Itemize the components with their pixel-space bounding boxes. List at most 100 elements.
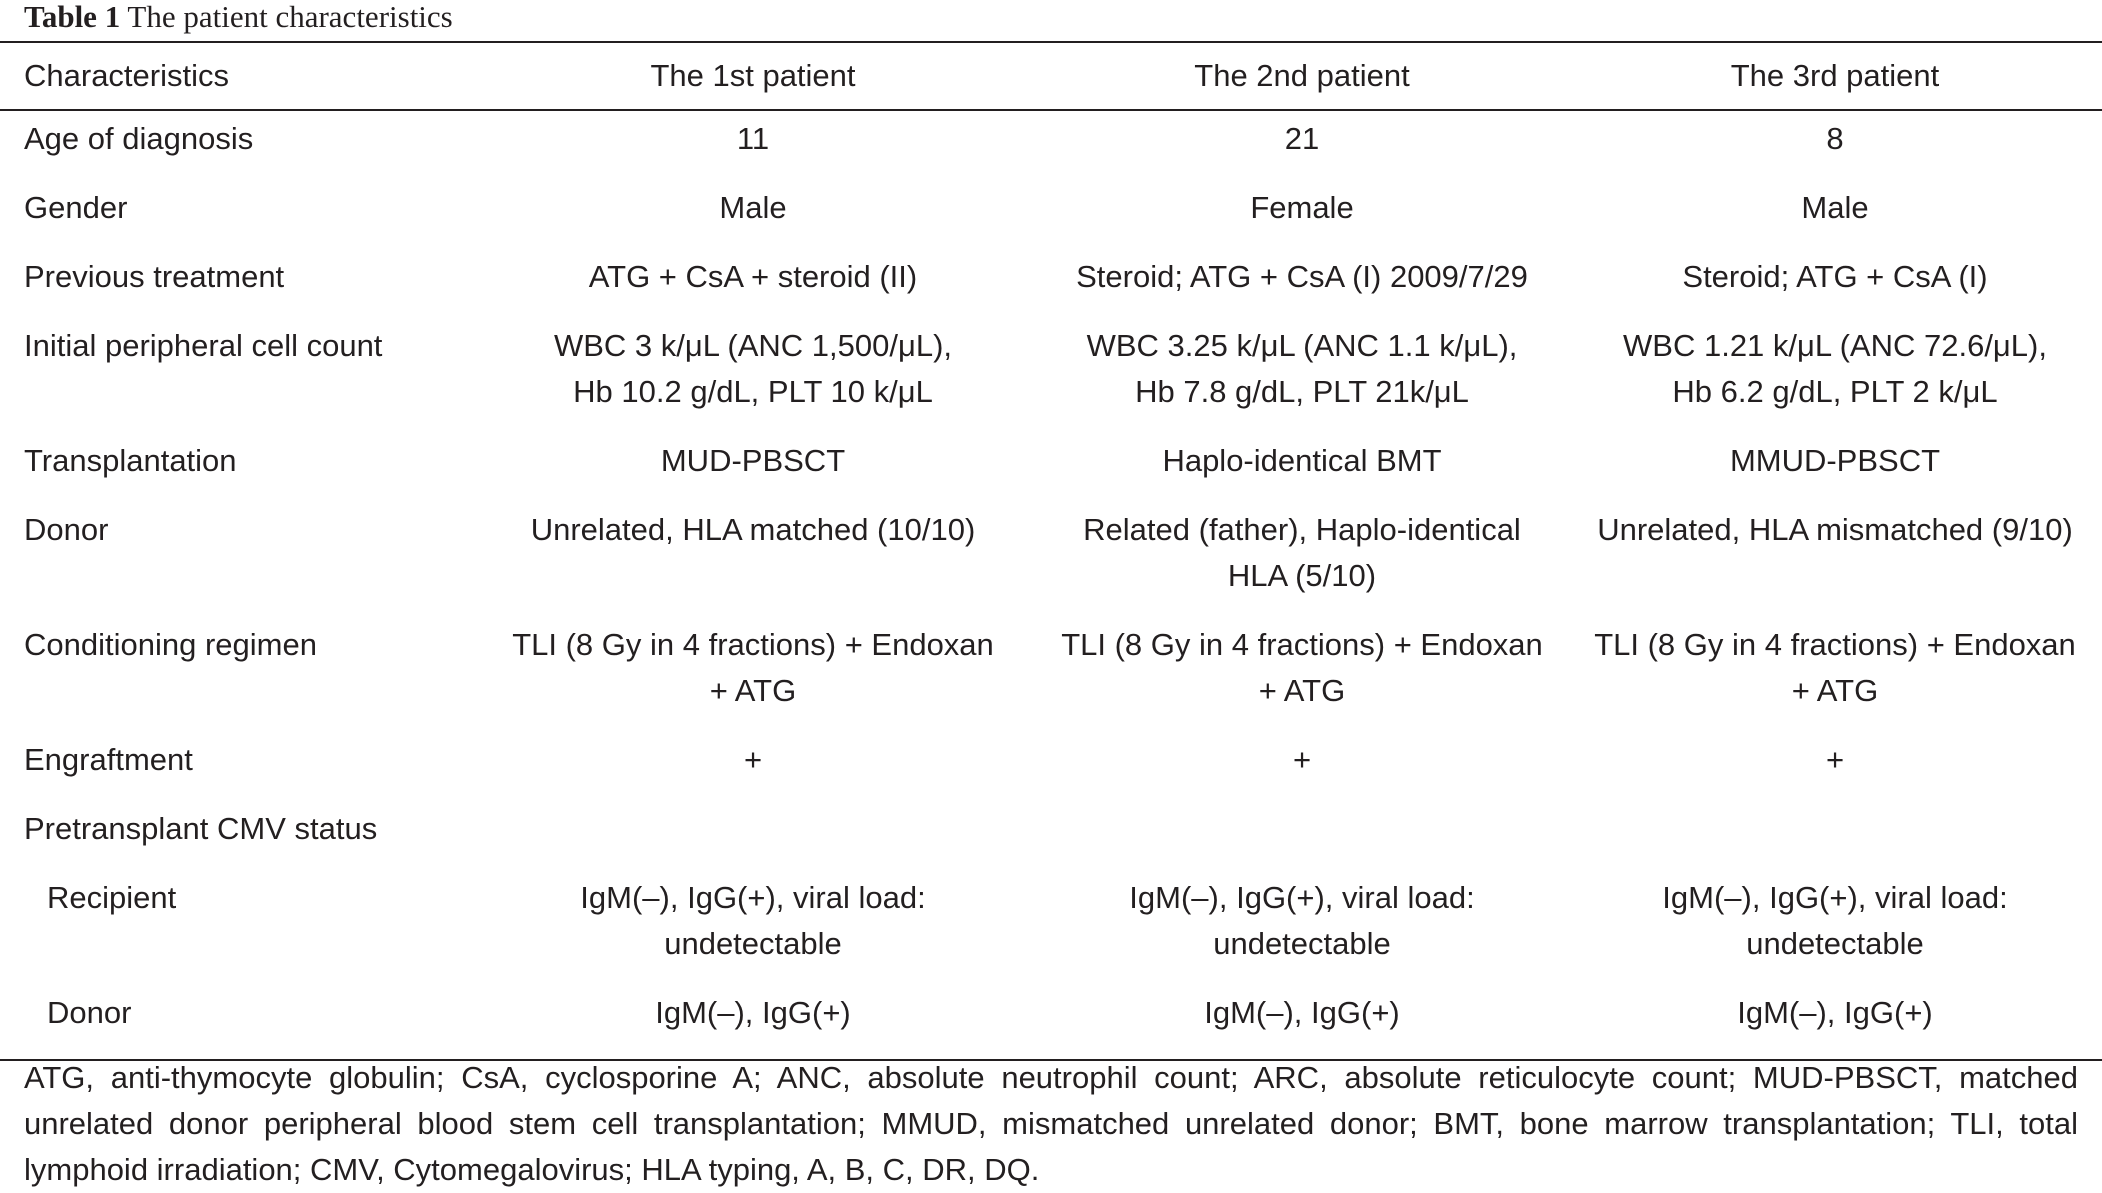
cell-line: Hb 7.8 g/dL, PLT 21k/μL xyxy=(1135,374,1469,409)
table-caption: Table 1 The patient characteristics xyxy=(24,0,453,34)
cell-line: TLI (8 Gy in 4 fractions) + Endoxan xyxy=(1061,627,1543,662)
cell-patient-3: + xyxy=(1568,737,2102,806)
cell-patient-2: Haplo-identical BMT xyxy=(1036,438,1568,507)
cell-line: Unrelated, HLA mismatched (9/10) xyxy=(1597,512,2073,547)
row-label: Gender xyxy=(24,190,128,225)
column-header-characteristics: Characteristics xyxy=(24,58,229,93)
cell-patient-3: WBC 1.21 k/μL (ANC 72.6/μL), Hb 6.2 g/dL,… xyxy=(1568,323,2102,438)
cell-line: undetectable xyxy=(664,926,842,961)
cell-line: + ATG xyxy=(709,673,797,708)
cell-line: IgM(–), IgG(+), viral load: xyxy=(580,880,926,915)
cell-line: 11 xyxy=(736,121,770,156)
cell-patient-1: WBC 3 k/μL (ANC 1,500/μL), Hb 10.2 g/dL, … xyxy=(470,323,1036,438)
cell-line: Hb 6.2 g/dL, PLT 2 k/μL xyxy=(1672,374,1998,409)
cell-line: + xyxy=(1292,742,1312,777)
table-row: Recipient IgM(–), IgG(+), viral load: unde… xyxy=(0,875,2102,990)
cell-patient-1: IgM(–), IgG(+) xyxy=(470,990,1036,1060)
cell-patient-1: MUD-PBSCT xyxy=(470,438,1036,507)
cell-line: WBC 3.25 k/μL (ANC 1.1 k/μL), xyxy=(1086,328,1518,363)
cell-line: Male xyxy=(719,190,787,225)
cell-line: Female xyxy=(1250,190,1354,225)
cell-line: + xyxy=(743,742,763,777)
table-body: Age of diagnosis 11 21 8 Gender Male Female Mal… xyxy=(0,110,2102,1060)
cell-patient-2 xyxy=(1036,806,1568,875)
cell-line: Haplo-identical BMT xyxy=(1162,443,1442,478)
cell-line: Hb 10.2 g/dL, PLT 10 k/μL xyxy=(573,374,933,409)
cell-line: Steroid; ATG + CsA (I) 2009/7/29 xyxy=(1076,259,1528,294)
cell-patient-1: TLI (8 Gy in 4 fractions) + Endoxan + ATG xyxy=(470,622,1036,737)
table-row: Conditioning regimen TLI (8 Gy in 4 fract… xyxy=(0,622,2102,737)
cell-patient-1: IgM(–), IgG(+), viral load: undetectable xyxy=(470,875,1036,990)
cell-line: IgM(–), IgG(+) xyxy=(1204,995,1400,1030)
cell-line: Steroid; ATG + CsA (I) xyxy=(1682,259,1988,294)
cell-patient-3: Male xyxy=(1568,185,2102,254)
cell-patient-2: 21 xyxy=(1036,110,1568,185)
cell-patient-3 xyxy=(1568,806,2102,875)
cell-patient-1: Male xyxy=(470,185,1036,254)
table-row: Donor IgM(–), IgG(+) IgM(–), IgG(+) IgM(–),… xyxy=(0,990,2102,1060)
cell-line: 8 xyxy=(1826,121,1844,156)
header-row: Characteristics The 1st patient The 2nd … xyxy=(0,42,2102,110)
row-label: Donor xyxy=(47,995,132,1030)
cell-patient-2: IgM(–), IgG(+) xyxy=(1036,990,1568,1060)
cell-line: undetectable xyxy=(1746,926,1924,961)
cell-patient-3: MMUD-PBSCT xyxy=(1568,438,2102,507)
table-row: Previous treatment ATG + CsA + steroid (I… xyxy=(0,254,2102,323)
cell-patient-3: Steroid; ATG + CsA (I) xyxy=(1568,254,2102,323)
cell-patient-1: ATG + CsA + steroid (II) xyxy=(470,254,1036,323)
patient-characteristics-table: Characteristics The 1st patient The 2nd … xyxy=(0,41,2102,1061)
cell-line: Unrelated, HLA matched (10/10) xyxy=(530,512,976,547)
table-row: Pretransplant CMV status xyxy=(0,806,2102,875)
cell-line: MMUD-PBSCT xyxy=(1729,443,1941,478)
row-label: Previous treatment xyxy=(24,259,285,294)
table-row: Age of diagnosis 11 21 8 xyxy=(0,110,2102,185)
table-row: Gender Male Female Male xyxy=(0,185,2102,254)
cell-line: IgM(–), IgG(+), viral load: xyxy=(1129,880,1475,915)
cell-patient-2: Steroid; ATG + CsA (I) 2009/7/29 xyxy=(1036,254,1568,323)
cell-patient-2: Female xyxy=(1036,185,1568,254)
cell-line: undetectable xyxy=(1213,926,1391,961)
row-label: Age of diagnosis xyxy=(24,121,254,156)
cell-patient-2: IgM(–), IgG(+), viral load: undetectable xyxy=(1036,875,1568,990)
cell-patient-1: + xyxy=(470,737,1036,806)
cell-line: + ATG xyxy=(1791,673,1879,708)
table-row: Engraftment + + + xyxy=(0,737,2102,806)
cell-patient-3: IgM(–), IgG(+), viral load: undetectable xyxy=(1568,875,2102,990)
row-label: Recipient xyxy=(47,880,177,915)
cell-patient-2: Related (father), Haplo-identical HLA (5/… xyxy=(1036,507,1568,622)
row-label: Conditioning regimen xyxy=(24,627,317,662)
cell-patient-3: 8 xyxy=(1568,110,2102,185)
column-header-patient-1: The 1st patient xyxy=(650,58,856,93)
cell-line: 21 xyxy=(1284,121,1320,156)
table-header: Characteristics The 1st patient The 2nd … xyxy=(0,42,2102,110)
row-label: Donor xyxy=(24,512,109,547)
table-number: Table 1 xyxy=(24,0,121,34)
cell-line: + ATG xyxy=(1258,673,1346,708)
cell-patient-3: IgM(–), IgG(+) xyxy=(1568,990,2102,1060)
column-header-patient-3: The 3rd patient xyxy=(1730,58,1940,93)
cell-patient-1: Unrelated, HLA matched (10/10) xyxy=(470,507,1036,622)
cell-patient-2: TLI (8 Gy in 4 fractions) + Endoxan + ATG xyxy=(1036,622,1568,737)
cell-line: TLI (8 Gy in 4 fractions) + Endoxan xyxy=(1594,627,2076,662)
cell-line: + xyxy=(1825,742,1845,777)
table-row: Donor Unrelated, HLA matched (10/10) Relat… xyxy=(0,507,2102,622)
cell-line: MUD-PBSCT xyxy=(660,443,846,478)
cell-patient-2: WBC 3.25 k/μL (ANC 1.1 k/μL), Hb 7.8 g/dL… xyxy=(1036,323,1568,438)
cell-line: WBC 1.21 k/μL (ANC 72.6/μL), xyxy=(1623,328,2047,363)
row-label: Initial peripheral cell count xyxy=(24,328,383,363)
row-label: Transplantation xyxy=(24,443,237,478)
table-title: The patient characteristics xyxy=(127,0,453,34)
cell-line: IgM(–), IgG(+) xyxy=(655,995,851,1030)
cell-patient-3: TLI (8 Gy in 4 fractions) + Endoxan + ATG xyxy=(1568,622,2102,737)
table-footnote: ATG, anti-thymocyte globulin; CsA, cyclo… xyxy=(24,1060,2078,1187)
row-label: Engraftment xyxy=(24,742,193,777)
cell-line: IgM(–), IgG(+), viral load: xyxy=(1662,880,2008,915)
row-label: Pretransplant CMV status xyxy=(24,811,378,846)
cell-patient-1: 11 xyxy=(470,110,1036,185)
cell-line: ATG + CsA + steroid (II) xyxy=(588,259,918,294)
cell-line: IgM(–), IgG(+) xyxy=(1737,995,1933,1030)
cell-patient-3: Unrelated, HLA mismatched (9/10) xyxy=(1568,507,2102,622)
table-row: Transplantation MUD-PBSCT Haplo-identical … xyxy=(0,438,2102,507)
cell-line: Male xyxy=(1801,190,1869,225)
cell-patient-1 xyxy=(470,806,1036,875)
